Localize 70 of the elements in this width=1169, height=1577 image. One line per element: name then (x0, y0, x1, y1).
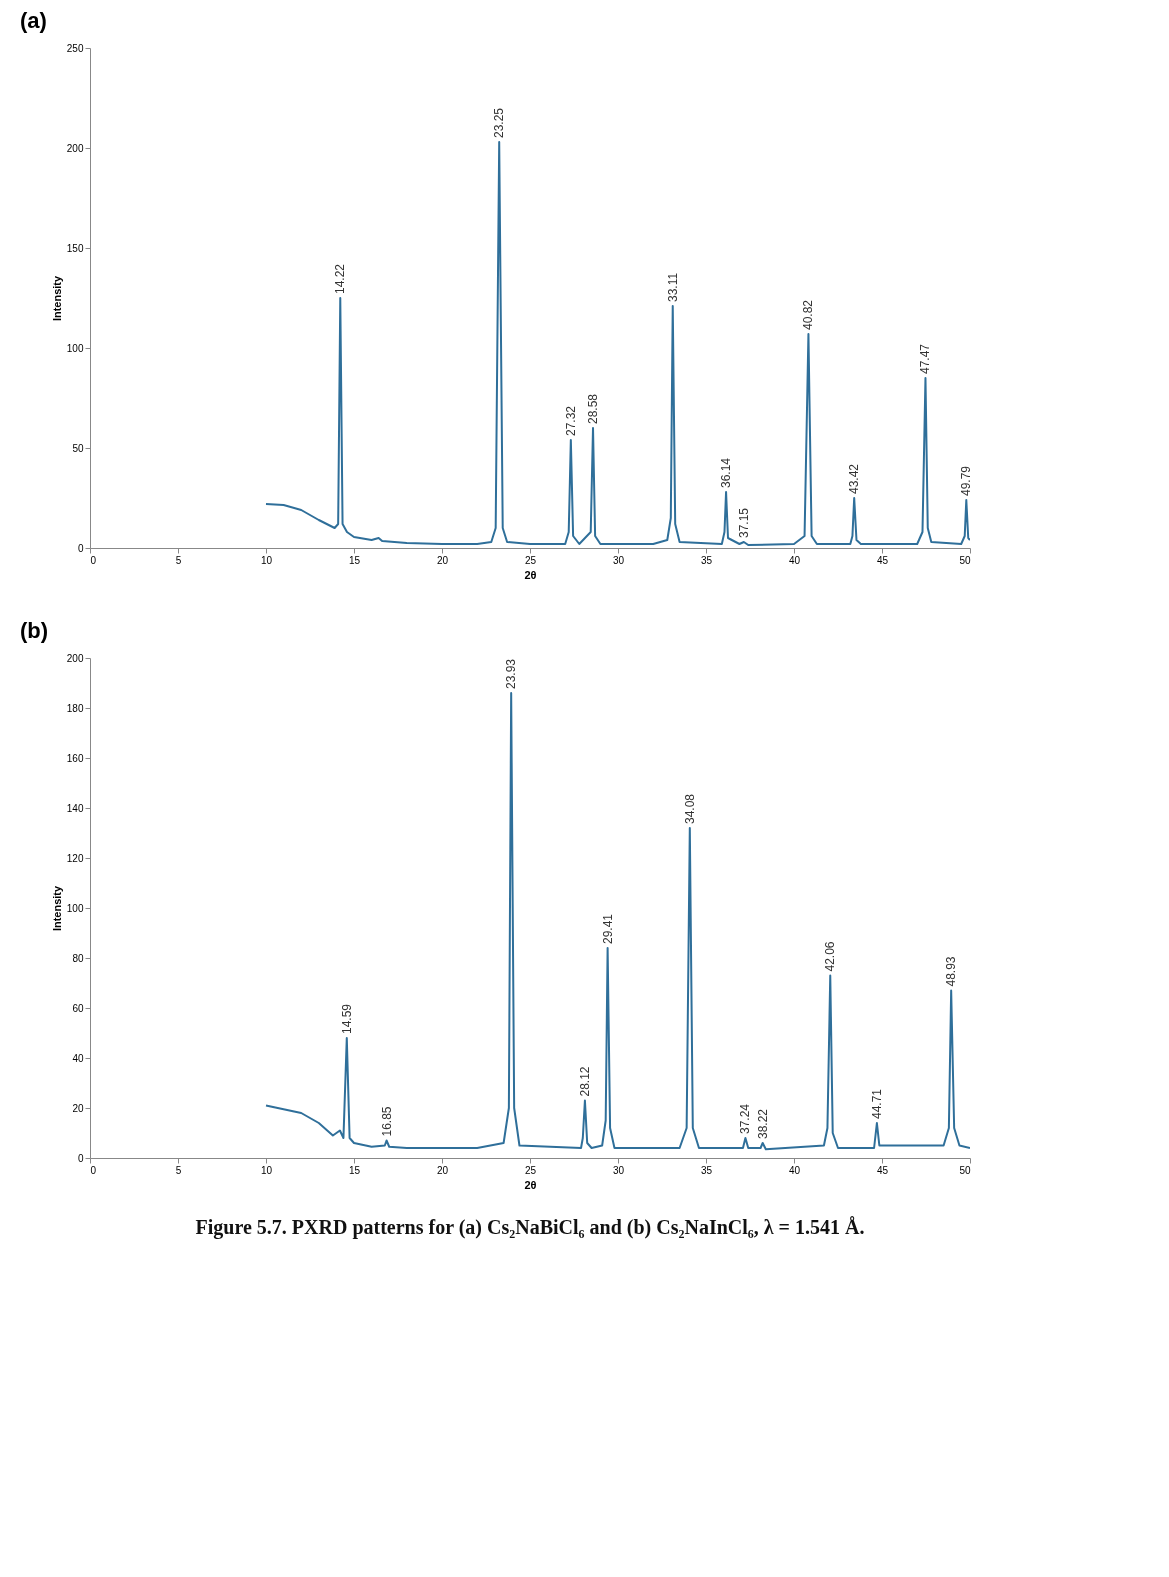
annotation: 44.71 (869, 1088, 884, 1119)
x-tick-label: 40 (788, 554, 801, 566)
y-tick-label: 0 (77, 1152, 84, 1164)
y-tick-label: 200 (66, 142, 84, 154)
x-tick-label: 15 (348, 554, 361, 566)
annotation: 23.93 (504, 658, 519, 689)
y-axis-title: Intensity (50, 885, 63, 932)
annotation: 48.93 (944, 956, 959, 987)
annotation: 37.15 (736, 507, 751, 538)
y-tick-label: 160 (66, 752, 84, 764)
x-tick-label: 40 (788, 1164, 801, 1176)
x-tick-label: 5 (175, 554, 182, 566)
annotation: 23.25 (492, 107, 507, 138)
chart-title: (a) (20, 8, 47, 33)
x-tick-label: 25 (524, 554, 537, 566)
annotation: 27.32 (563, 405, 578, 436)
y-tick-label: 100 (66, 342, 84, 354)
annotation: 47.47 (918, 343, 933, 374)
x-tick-label: 20 (436, 1164, 449, 1176)
line-series (265, 141, 970, 546)
x-tick-label: 0 (90, 554, 97, 566)
annotation: 36.14 (719, 457, 734, 488)
y-tick-label: 60 (72, 1002, 84, 1014)
caption: Figure 5.7. PXRD patterns for (a) Cs₂NaBiCl₆ and (b) Cs₂NaInCl₆, λ = 1.541 Å. (195, 1216, 865, 1239)
x-tick-label: 25 (524, 1164, 537, 1176)
x-axis-title: 2θ (524, 568, 537, 581)
annotation: 28.58 (586, 393, 601, 424)
annotation: 42.06 (823, 941, 838, 972)
x-axis-title: 2θ (524, 1178, 537, 1191)
y-tick-label: 180 (66, 702, 84, 714)
x-tick-label: 45 (876, 554, 889, 566)
annotation: 40.82 (801, 299, 816, 330)
x-tick-label: 45 (876, 1164, 889, 1176)
x-tick-label: 35 (700, 554, 713, 566)
annotation: 33.11 (665, 272, 680, 302)
y-axis-title: Intensity (50, 275, 63, 322)
y-tick-label: 140 (66, 802, 84, 814)
x-tick-label: 10 (260, 1164, 273, 1176)
annotation: 14.22 (333, 263, 348, 294)
annotation: 34.08 (682, 793, 697, 824)
x-tick-label: 50 (959, 554, 971, 566)
chart-title: (b) (20, 618, 49, 643)
annotation: 43.42 (847, 463, 862, 494)
x-tick-label: 50 (959, 1164, 971, 1176)
y-tick-label: 100 (66, 902, 84, 914)
x-tick-label: 30 (612, 554, 625, 566)
x-tick-label: 0 (90, 1164, 97, 1176)
y-tick-label: 150 (66, 242, 84, 254)
annotation: 37.24 (738, 1103, 753, 1134)
x-tick-label: 15 (348, 1164, 361, 1176)
y-tick-label: 40 (72, 1052, 84, 1064)
x-tick-label: 10 (260, 554, 273, 566)
x-tick-label: 35 (700, 1164, 713, 1176)
y-tick-label: 0 (77, 542, 84, 554)
y-tick-label: 80 (72, 952, 84, 964)
y-tick-label: 120 (66, 852, 84, 864)
annotation: 14.59 (339, 1003, 354, 1034)
x-tick-label: 30 (612, 1164, 625, 1176)
y-tick-label: 20 (72, 1102, 84, 1114)
x-tick-label: 20 (436, 554, 449, 566)
annotation: 16.85 (379, 1106, 394, 1137)
annotation: 38.22 (755, 1108, 770, 1139)
y-tick-label: 250 (66, 42, 84, 54)
y-tick-label: 200 (66, 652, 84, 664)
x-tick-label: 5 (175, 1164, 182, 1176)
annotation: 29.41 (600, 913, 615, 944)
annotation: 49.79 (959, 465, 974, 496)
annotation: 28.12 (577, 1066, 592, 1097)
line-series (265, 692, 970, 1151)
y-tick-label: 50 (72, 442, 84, 454)
